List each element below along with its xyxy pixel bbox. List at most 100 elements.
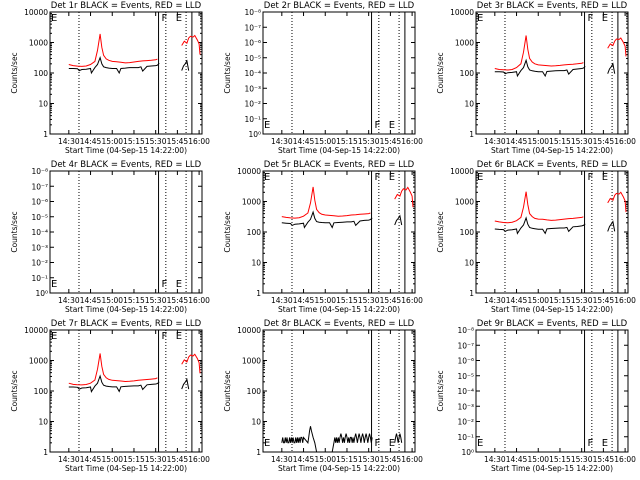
series-lld-line	[181, 34, 201, 55]
y-tick-label: 10	[38, 100, 48, 109]
y-tick-label: 10⁻⁶	[457, 357, 474, 366]
plot-frame	[475, 11, 629, 135]
plot-frame	[262, 329, 416, 453]
x-axis-label: Start Time (04-Sep-15 14:22:00)	[491, 146, 613, 155]
x-tick-label: 16:00	[614, 137, 636, 146]
series-events-line	[68, 55, 160, 75]
y-tick-label: 10⁻⁸	[31, 167, 48, 176]
flag-label-f: F	[161, 331, 167, 342]
plot-frame	[49, 329, 203, 453]
x-tick-label: 14:45	[506, 137, 528, 146]
y-tick-label: 10⁰	[248, 130, 261, 139]
x-tick-label: 14:30	[271, 137, 293, 146]
y-tick-label: 1000	[242, 198, 261, 207]
y-tick-label: 10000	[24, 8, 48, 17]
series-lld-line	[181, 353, 201, 374]
x-tick-label: 15:30	[145, 455, 167, 464]
flag-label-e-left: E	[477, 172, 483, 183]
plot-frame	[49, 11, 203, 135]
x-tick-label: 14:30	[58, 137, 80, 146]
y-tick-label: 1000	[29, 39, 48, 48]
panel-det2r: Det 2r BLACK = Events, RED = LLD 10⁰ 10⁻¹ 1…	[223, 1, 423, 155]
panel-det8r: Det 8r BLACK = Events, RED = LLD 1 10 100 10…	[223, 319, 423, 473]
panel-title: Det 7r BLACK = Events, RED = LLD	[51, 319, 202, 329]
y-tick-label: 100	[460, 69, 475, 78]
y-tick-label: 1000	[455, 39, 474, 48]
series-events-line	[494, 216, 586, 235]
y-tick-label: 10⁻³	[457, 402, 474, 411]
x-tick-label: 15:00	[314, 296, 336, 305]
panel-title: Det 1r BLACK = Events, RED = LLD	[51, 1, 202, 11]
y-tick-label: 10000	[237, 326, 261, 335]
x-tick-label: 15:00	[314, 137, 336, 146]
x-tick-label: 15:30	[571, 296, 593, 305]
series-events-line	[607, 62, 616, 74]
y-tick-label: 10⁻¹	[31, 274, 48, 283]
x-tick-label: 15:30	[571, 455, 593, 464]
y-tick-label: 100	[247, 387, 262, 396]
x-axis-label: Start Time (04-Sep-15 14:22:00)	[491, 305, 613, 314]
plot-frame	[475, 329, 629, 453]
x-tick-label: 16:00	[188, 137, 210, 146]
x-tick-label: 14:45	[293, 137, 315, 146]
x-tick-label: 14:45	[80, 137, 102, 146]
plot-frame	[262, 11, 416, 135]
x-tick-label: 15:15	[549, 455, 571, 464]
x-tick-label: 14:30	[484, 296, 506, 305]
panel-det5r: Det 5r BLACK = Events, RED = LLD 1 10 100 10…	[223, 160, 423, 314]
y-tick-label: 10⁻⁵	[31, 213, 48, 222]
x-tick-label: 15:30	[358, 296, 380, 305]
y-tick-label: 1	[256, 448, 261, 457]
y-tick-label: 10	[464, 100, 474, 109]
y-tick-label: 10⁻⁵	[244, 54, 261, 63]
x-tick-label: 15:45	[593, 296, 615, 305]
x-tick-label: 15:15	[123, 296, 145, 305]
y-tick-label: 10	[464, 259, 474, 268]
y-axis-label: Counts/sec	[436, 370, 445, 411]
flag-label-e: E	[602, 438, 608, 449]
y-tick-label: 10⁻⁸	[244, 8, 261, 17]
series-lld-line	[607, 37, 627, 57]
x-tick-label: 14:30	[271, 455, 293, 464]
flag-label-e: E	[389, 120, 395, 131]
panel-title: Det 8r BLACK = Events, RED = LLD	[264, 319, 415, 329]
y-tick-label: 10⁻³	[244, 84, 261, 93]
x-tick-label: 15:30	[571, 137, 593, 146]
flag-label-e-left: E	[264, 120, 270, 131]
x-tick-label: 16:00	[188, 296, 210, 305]
series-events-line	[281, 426, 373, 453]
y-axis-label: Counts/sec	[436, 211, 445, 252]
x-tick-label: 15:45	[380, 455, 402, 464]
x-tick-label: 15:15	[549, 137, 571, 146]
series-lld-line	[494, 35, 584, 71]
series-lld-line	[281, 186, 371, 219]
x-tick-label: 14:30	[58, 296, 80, 305]
x-tick-label: 14:45	[80, 455, 102, 464]
x-tick-label: 15:15	[123, 137, 145, 146]
y-tick-label: 10⁻¹	[244, 115, 261, 124]
y-tick-label: 10⁻⁸	[457, 326, 474, 335]
y-tick-label: 10000	[237, 167, 261, 176]
y-tick-label: 1	[43, 130, 48, 139]
x-tick-label: 15:45	[380, 296, 402, 305]
x-tick-label: 15:00	[527, 137, 549, 146]
x-tick-label: 14:30	[484, 455, 506, 464]
x-tick-label: 14:30	[58, 455, 80, 464]
flag-label-e: E	[176, 279, 182, 290]
flag-label-f: F	[161, 13, 167, 24]
x-tick-label: 15:00	[527, 455, 549, 464]
flag-label-e: E	[389, 172, 395, 183]
y-tick-label: 1	[43, 448, 48, 457]
x-tick-label: 16:00	[401, 296, 423, 305]
y-tick-label: 10⁻²	[31, 259, 48, 268]
y-tick-label: 1000	[29, 357, 48, 366]
flag-label-e-left: E	[264, 172, 270, 183]
y-tick-label: 100	[247, 228, 262, 237]
x-tick-label: 16:00	[401, 137, 423, 146]
series-events-line	[68, 374, 160, 394]
x-tick-label: 15:30	[145, 296, 167, 305]
y-axis-label: Counts/sec	[10, 52, 19, 93]
flag-label-e: E	[389, 438, 395, 449]
y-tick-label: 10⁻⁶	[244, 39, 261, 48]
